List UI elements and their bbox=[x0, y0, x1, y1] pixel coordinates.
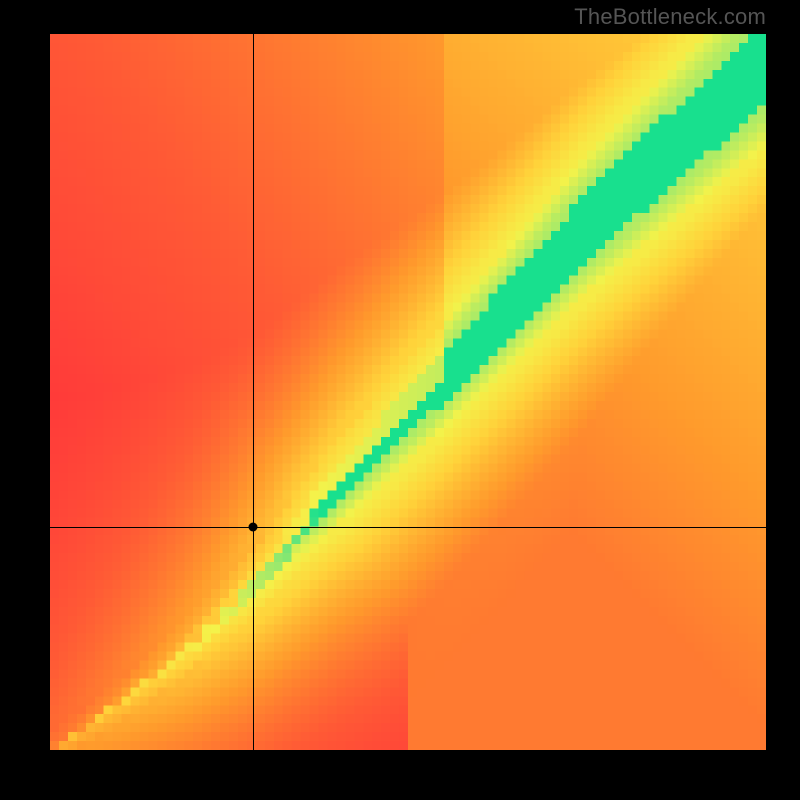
heatmap-canvas bbox=[50, 34, 766, 750]
bottleneck-heatmap bbox=[50, 34, 766, 750]
stage: TheBottleneck.com bbox=[0, 0, 800, 800]
marker-dot bbox=[249, 522, 258, 531]
crosshair-horizontal bbox=[50, 527, 766, 528]
source-watermark: TheBottleneck.com bbox=[574, 4, 766, 30]
crosshair-vertical bbox=[253, 34, 254, 750]
